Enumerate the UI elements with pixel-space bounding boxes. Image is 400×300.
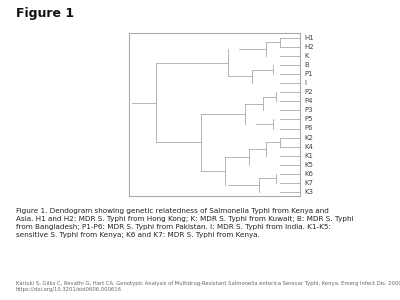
Text: B: B bbox=[304, 62, 309, 68]
Text: P1: P1 bbox=[304, 71, 312, 77]
Text: P2: P2 bbox=[304, 89, 312, 95]
Text: Kariuki S, Gilks C, Revathi G, Hart CA. Genotypic Analysis of Multidrug-Resistan: Kariuki S, Gilks C, Revathi G, Hart CA. … bbox=[16, 280, 400, 292]
Text: K4: K4 bbox=[304, 144, 313, 150]
Text: H1: H1 bbox=[304, 35, 314, 41]
Text: P6: P6 bbox=[304, 125, 312, 131]
Text: K7: K7 bbox=[304, 180, 313, 186]
Text: P4: P4 bbox=[304, 98, 312, 104]
Text: K6: K6 bbox=[304, 171, 313, 177]
Text: P3: P3 bbox=[304, 107, 312, 113]
Text: I: I bbox=[304, 80, 306, 86]
Text: H2: H2 bbox=[304, 44, 314, 50]
Text: K5: K5 bbox=[304, 162, 313, 168]
Text: K: K bbox=[304, 53, 308, 59]
Text: K3: K3 bbox=[304, 189, 313, 195]
Text: Figure 1: Figure 1 bbox=[16, 8, 74, 20]
Text: K2: K2 bbox=[304, 135, 313, 141]
Text: P5: P5 bbox=[304, 116, 312, 122]
Text: Figure 1. Dendogram showing genetic relatedness of Salmonella Typhi from Kenya a: Figure 1. Dendogram showing genetic rela… bbox=[16, 208, 354, 238]
Text: K1: K1 bbox=[304, 153, 313, 159]
